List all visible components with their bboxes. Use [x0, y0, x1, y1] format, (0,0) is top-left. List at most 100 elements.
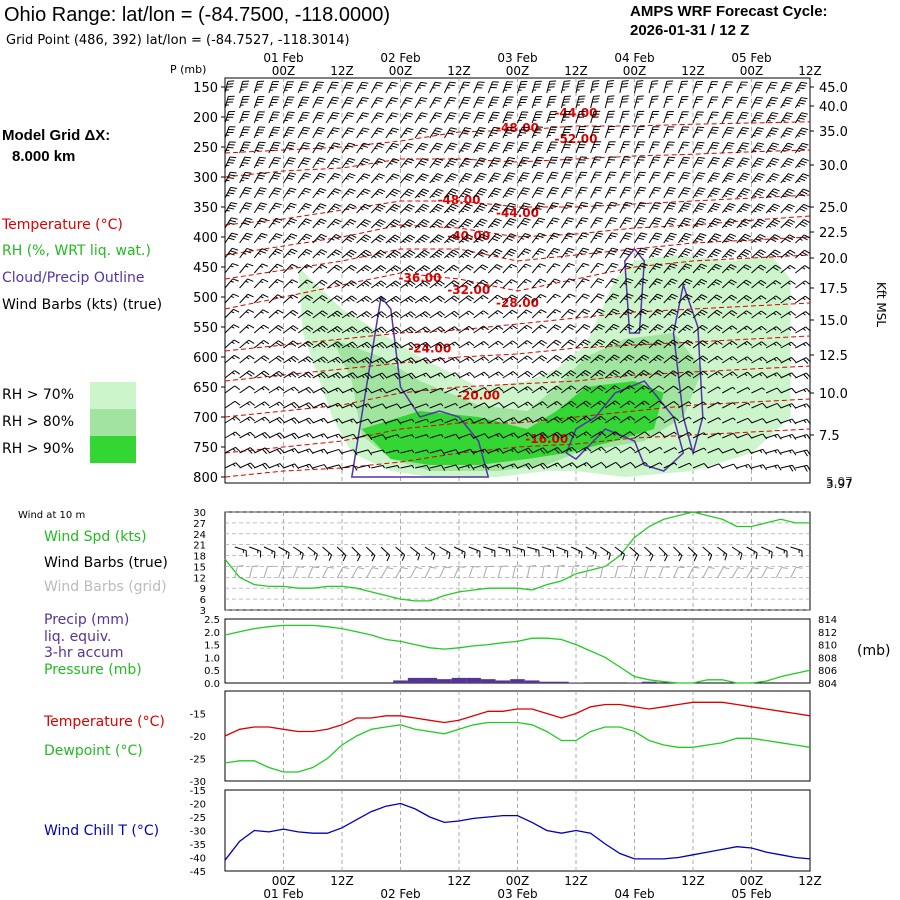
wind-barb-flag: [611, 247, 619, 251]
wind-barb: [297, 96, 310, 109]
wind-barb-flag: [627, 308, 634, 313]
wind-barb-flag: [562, 86, 570, 88]
wind-barb-flag: [422, 297, 428, 303]
wind-barb-halfflag: [289, 281, 294, 284]
wind-barb-halfflag: [389, 162, 393, 165]
wind-barb-halfflag: [650, 255, 655, 257]
wind-barb-flag: [288, 220, 296, 224]
wind-barb-flag: [453, 264, 460, 269]
wind-barb-flag: [580, 204, 587, 207]
wind-barb-shaft: [312, 433, 325, 439]
wind-barb-shaft: [517, 172, 524, 184]
wind-barb-flag: [523, 187, 531, 190]
wind-barb-shaft: [766, 464, 778, 469]
wind-barb-flag: [801, 127, 809, 131]
wind-barb-flag: [287, 129, 294, 132]
wind-barb-flag: [382, 434, 387, 441]
wind-barb-flag: [333, 266, 340, 271]
wind-barb-shaft: [546, 355, 557, 364]
wind-barb-flag: [350, 249, 357, 254]
wind-barb-halfflag: [535, 237, 539, 240]
wind-barb-shaft: [736, 203, 745, 214]
wind-barb-flag: [307, 310, 314, 315]
wind-barb: [604, 339, 620, 349]
wind-barb: [341, 249, 357, 259]
wind-barb: [677, 232, 692, 244]
wind-barb-halfflag: [738, 255, 743, 258]
wind-barb-flag: [463, 81, 471, 84]
wind-barb-flag: [785, 129, 792, 133]
wind-barb-flag: [301, 147, 308, 150]
wind-barb: [575, 141, 587, 154]
wind-barb-flag: [433, 162, 440, 166]
wind-barb-flag: [467, 264, 474, 269]
wind-barb-flag: [717, 355, 723, 361]
wind-barb-flag: [305, 203, 312, 207]
wind-barb-flag: [673, 416, 680, 422]
wind-barb-halfflag: [460, 149, 464, 152]
wind-barb-flag: [541, 355, 548, 360]
wind-barb-flag: [410, 341, 417, 348]
wind-barb: [239, 171, 252, 184]
wind-barb-halfflag: [752, 119, 757, 122]
wind-barb-flag: [635, 86, 643, 88]
wind-barb-flag: [493, 220, 501, 224]
wind-barb-flag: [408, 358, 414, 364]
wind-barb-shaft: [765, 341, 777, 349]
wind-barb-halfflag: [231, 372, 236, 375]
wind-barb-halfflag: [638, 358, 642, 362]
wind-barb-shaft: [765, 295, 777, 304]
wind-barb-shaft: [531, 385, 543, 394]
wind-barb-flag: [710, 147, 717, 150]
wind-barb-halfflag: [623, 343, 628, 346]
wind-barb-halfflag: [259, 265, 264, 268]
wind-barb-flag: [670, 372, 677, 377]
wind-barb-shaft: [268, 324, 279, 334]
wind-barb: [619, 141, 631, 154]
wind-barb-flag: [421, 251, 428, 256]
wind-barb-shaft: [604, 400, 616, 409]
wind-barb-flag: [478, 111, 486, 114]
wind-barb-flag: [483, 325, 489, 331]
wind-barb-shaft: [531, 248, 540, 259]
wind-barb: [780, 295, 796, 304]
wind-barb-halfflag: [361, 268, 365, 272]
wind-barb: [371, 403, 387, 410]
wind-barb-flag: [274, 156, 281, 160]
wind-barb: [458, 264, 474, 274]
wind-barb-flag: [335, 373, 341, 379]
wind-barb-shaft: [400, 434, 413, 439]
wind-barb-flag: [463, 160, 471, 163]
wind-barb-flag: [450, 221, 457, 225]
wind-barb-flag: [672, 339, 679, 344]
wind-barb: [414, 142, 429, 154]
wind-barb-halfflag: [360, 177, 364, 180]
wind-barb: [707, 325, 723, 334]
pressure-tick-label: 500: [193, 291, 218, 306]
wind-barb-shaft: [487, 356, 499, 364]
wind-barb: [370, 127, 385, 139]
wind-barb-flag: [535, 144, 543, 146]
wind-barb-flag: [484, 402, 490, 408]
wind-barb-halfflag: [580, 373, 584, 377]
wind-barb-shaft: [458, 418, 471, 424]
wind-barb-flag: [246, 247, 254, 251]
wind-barb-flag: [300, 132, 308, 135]
wind-barb-flag: [349, 173, 356, 177]
wind-barb: [443, 127, 457, 139]
wind-barb-flag: [362, 81, 369, 84]
wind-barb: [326, 111, 340, 124]
wind-barb-flag: [349, 343, 355, 349]
wind-barb: [400, 280, 416, 289]
wind-barb-shaft: [297, 448, 310, 454]
wind-barb-flag: [553, 247, 561, 251]
height-tick-label: 20.0: [819, 252, 848, 267]
wind-barb-flag: [744, 218, 751, 222]
wind-barb-flag: [800, 160, 807, 164]
wind-barb-flag: [322, 325, 328, 331]
wind-barb-shaft: [341, 142, 350, 154]
wind-barb-flag: [435, 96, 442, 100]
wind-barb-shaft: [268, 401, 280, 409]
wind-barb: [678, 324, 694, 334]
wind-barb: [517, 416, 534, 424]
